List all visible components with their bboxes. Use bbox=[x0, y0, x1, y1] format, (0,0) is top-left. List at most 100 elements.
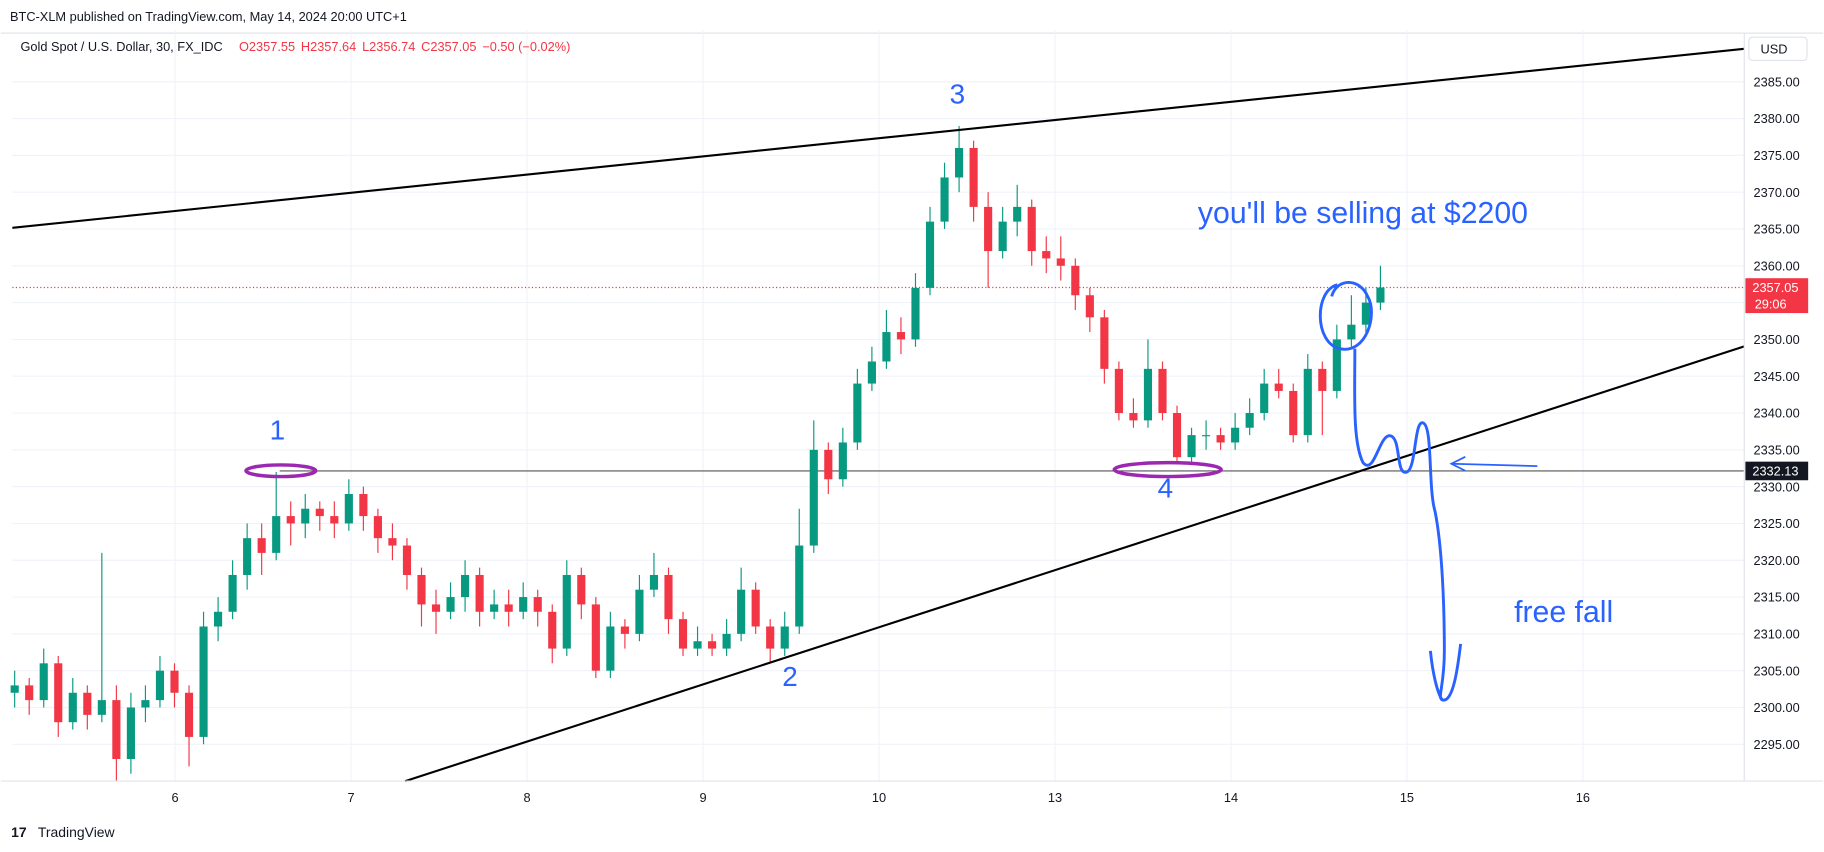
candle-body bbox=[664, 574, 673, 620]
footer: TradingView bbox=[38, 824, 116, 840]
candle-body bbox=[1071, 265, 1080, 296]
candle-body bbox=[577, 574, 586, 605]
y-tick-label: 2345.00 bbox=[1754, 369, 1800, 384]
y-tick-label: 2325.00 bbox=[1754, 516, 1800, 531]
separator bbox=[0, 32, 1824, 34]
ohlc-value: −0.50 (−0.02%) bbox=[482, 39, 570, 54]
candle-body bbox=[1027, 206, 1036, 252]
candle-body bbox=[620, 626, 629, 634]
candle-body bbox=[39, 663, 48, 701]
x-tick-label: 13 bbox=[1048, 790, 1062, 805]
candle-body bbox=[533, 597, 542, 612]
candle-body bbox=[925, 221, 935, 288]
candle-body bbox=[1216, 435, 1225, 443]
candle-body bbox=[1056, 258, 1065, 266]
level-label: 2332.13 bbox=[1752, 464, 1798, 479]
y-tick-label: 2310.00 bbox=[1754, 627, 1800, 642]
last-price-box bbox=[1745, 278, 1809, 314]
candle-body bbox=[824, 449, 833, 480]
candle-body bbox=[649, 574, 659, 590]
candle-body bbox=[228, 574, 237, 612]
arrow bbox=[1451, 462, 1538, 467]
candle-body bbox=[54, 663, 63, 723]
candle-body bbox=[1114, 368, 1123, 414]
candle-body bbox=[1274, 383, 1283, 391]
candle-body bbox=[97, 700, 106, 715]
candle-body bbox=[1202, 435, 1211, 437]
candle-body bbox=[490, 604, 499, 612]
y-tick-label: 2315.00 bbox=[1754, 590, 1800, 605]
candle-body bbox=[1129, 413, 1138, 421]
candle-body bbox=[1332, 339, 1341, 391]
candle-body bbox=[461, 574, 470, 598]
candle-body bbox=[1260, 383, 1269, 414]
candle-body bbox=[1289, 390, 1298, 436]
candle-body bbox=[562, 574, 571, 649]
candle-body bbox=[1376, 287, 1385, 303]
candle-body bbox=[519, 597, 528, 612]
annotation: free fall bbox=[1514, 596, 1613, 629]
y-tick-label: 2370.00 bbox=[1754, 185, 1800, 200]
annotation: 4 bbox=[1158, 472, 1174, 503]
candle-body bbox=[402, 545, 412, 575]
candle-body bbox=[83, 692, 92, 715]
candle-body bbox=[1100, 317, 1109, 369]
candle-body bbox=[838, 442, 847, 480]
candle-body bbox=[867, 361, 876, 384]
last-price-label: 2357.05 bbox=[1752, 280, 1798, 295]
candle-body bbox=[1172, 413, 1182, 458]
y-tick-label: 2380.00 bbox=[1754, 111, 1800, 126]
countdown: 29:06 bbox=[1755, 296, 1787, 311]
ellipse-1 bbox=[244, 463, 318, 479]
fall-drawing bbox=[1353, 348, 1463, 702]
y-tick-label: 2305.00 bbox=[1754, 663, 1800, 678]
currency[interactable]: USD bbox=[1761, 41, 1788, 56]
ohlc-legend: O2357.55 H2357.64 L2356.74 C2357.05 −0.50 (−… bbox=[239, 39, 570, 54]
candle-body bbox=[344, 493, 353, 524]
candles bbox=[10, 125, 1385, 782]
candle-body bbox=[214, 611, 223, 627]
candle-body bbox=[1231, 427, 1240, 443]
axes: 2295.00 2300.00 2305.00 2310.00 2315.00 2320.… bbox=[0, 32, 1824, 805]
annotation: 3 bbox=[950, 78, 966, 109]
candle-body bbox=[766, 626, 775, 649]
candle-body bbox=[475, 574, 484, 612]
candle-body bbox=[431, 604, 441, 612]
candle-body bbox=[1318, 368, 1327, 391]
candle-body bbox=[635, 589, 644, 634]
x-tick-label: 15 bbox=[1400, 790, 1414, 805]
candle-body bbox=[1187, 435, 1196, 458]
candle-body bbox=[708, 641, 717, 649]
y-tick-label: 2330.00 bbox=[1754, 479, 1800, 494]
candle-body bbox=[1303, 368, 1312, 436]
candle-body bbox=[1347, 324, 1356, 340]
x-tick-label: 8 bbox=[523, 790, 530, 805]
header: BTC-XLM published on TradingView.com, Ma… bbox=[10, 9, 407, 24]
candle-body bbox=[286, 516, 295, 524]
lower-trendline bbox=[404, 345, 1745, 783]
candle-body bbox=[504, 604, 513, 612]
candle-body bbox=[141, 700, 150, 708]
circle-drawing bbox=[1318, 281, 1373, 351]
candle-body bbox=[170, 670, 179, 693]
candle-body bbox=[882, 332, 891, 362]
arrow-head bbox=[1449, 456, 1466, 472]
level-label-box bbox=[1745, 461, 1809, 481]
candle-body bbox=[940, 177, 949, 222]
currency-box[interactable] bbox=[1748, 36, 1808, 62]
candle-body bbox=[155, 670, 165, 701]
ohlc-value: L2356.74 bbox=[362, 39, 415, 54]
candle-body bbox=[606, 626, 615, 671]
y-tick-label: 2340.00 bbox=[1754, 406, 1800, 421]
candle-body bbox=[330, 516, 339, 524]
x-tick-label: 9 bbox=[699, 790, 706, 805]
candle-body bbox=[1361, 302, 1370, 325]
candle-body bbox=[301, 508, 310, 524]
candle-body bbox=[911, 287, 920, 340]
candle-body bbox=[809, 449, 818, 546]
candle-body bbox=[388, 538, 397, 546]
y-tick-label: 2365.00 bbox=[1754, 222, 1800, 237]
ohlc-value: C2357.05 bbox=[421, 39, 476, 54]
candle-body bbox=[1245, 413, 1254, 428]
candle-body bbox=[68, 692, 77, 723]
